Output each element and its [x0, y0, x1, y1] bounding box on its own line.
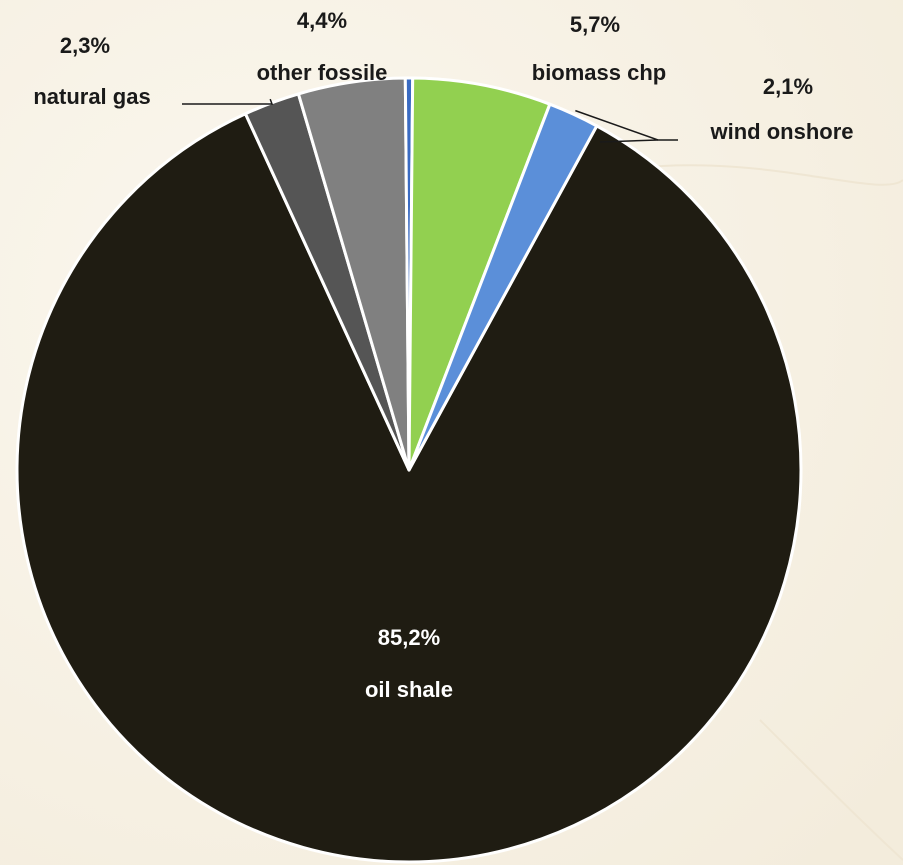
- data-label-value-oil-shale: 85,2%: [378, 625, 440, 650]
- data-label-name-biomass-chp: biomass chp: [532, 60, 666, 85]
- pie-slice-biomass-chp: [407, 76, 552, 472]
- leader-line-natural-gas: [182, 98, 274, 105]
- data-label-value-natural-gas: 2,3%: [60, 33, 110, 58]
- data-label-name-other-fossile: other fossile: [257, 60, 388, 85]
- data-label-value-biomass-chp: 5,7%: [570, 12, 620, 37]
- data-label-value-wind-onshore: 2,1%: [763, 74, 813, 99]
- background-swirl: [759, 719, 903, 861]
- background-swirl: [619, 164, 903, 186]
- leader-line-wind-onshore-secondary: [599, 139, 659, 143]
- pie-slice-wind-onshore: [407, 102, 599, 472]
- data-label-name-oil-shale: oil shale: [365, 677, 453, 702]
- data-label-name-natural-gas: natural gas: [33, 84, 150, 109]
- pie-slice-oil-shale: [15, 112, 803, 864]
- data-label-value-other-fossile: 4,4%: [297, 8, 347, 33]
- data-label-name-wind-onshore: wind onshore: [710, 119, 854, 144]
